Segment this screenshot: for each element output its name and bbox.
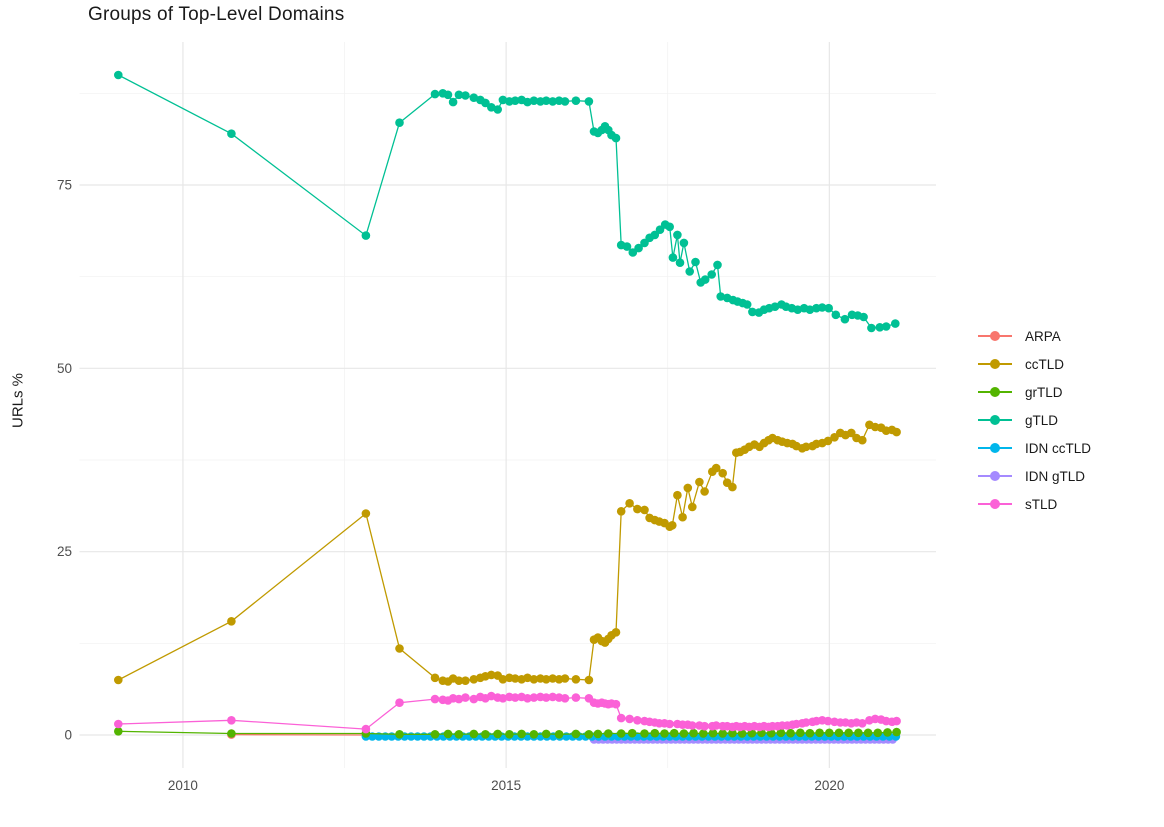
- series-stld: [114, 691, 901, 734]
- legend-item-stld: sTLD: [978, 490, 1091, 518]
- series-grtld: [114, 727, 901, 739]
- legend-item-idn-gtld: IDN gTLD: [978, 462, 1091, 490]
- svg-text:0: 0: [64, 728, 72, 743]
- legend-item-label: sTLD: [1025, 496, 1058, 512]
- legend: ARPA ccTLD grTLD gTLD IDN ccTLD IDN gTLD sTLD: [978, 322, 1091, 518]
- legend-item-cctld: ccTLD: [978, 350, 1091, 378]
- svg-text:50: 50: [57, 361, 72, 376]
- legend-key-icon: [978, 495, 1012, 513]
- legend-item-idn-cctld: IDN ccTLD: [978, 434, 1091, 462]
- svg-text:2020: 2020: [814, 778, 844, 793]
- y-axis-title: URLs %: [9, 373, 27, 429]
- chart-title: Groups of Top-Level Domains: [88, 4, 345, 25]
- svg-text:2015: 2015: [491, 778, 521, 793]
- series-cctld: [114, 420, 901, 686]
- legend-key-icon: [978, 439, 1012, 457]
- gridlines: [79, 42, 936, 768]
- axis-tick-labels: 0 25 50 75 2010 2015 2020: [57, 178, 844, 794]
- legend-key-icon: [978, 383, 1012, 401]
- svg-text:75: 75: [57, 178, 72, 193]
- legend-item-label: ARPA: [1025, 328, 1061, 344]
- legend-item-arpa: ARPA: [978, 322, 1091, 350]
- legend-item-label: IDN ccTLD: [1025, 440, 1092, 456]
- series-gtld: [114, 70, 900, 333]
- legend-item-grtld: grTLD: [978, 378, 1091, 406]
- svg-text:2010: 2010: [168, 778, 198, 793]
- legend-item-label: IDN gTLD: [1025, 468, 1086, 484]
- legend-key-icon: [978, 411, 1012, 429]
- series-arpa: [227, 730, 371, 740]
- svg-text:25: 25: [57, 544, 72, 559]
- legend-key-icon: [978, 355, 1012, 373]
- legend-key-icon: [978, 467, 1012, 485]
- legend-item-gtld: gTLD: [978, 406, 1091, 434]
- legend-item-label: gTLD: [1025, 412, 1059, 428]
- legend-key-icon: [978, 327, 1012, 345]
- legend-item-label: ccTLD: [1025, 356, 1065, 372]
- legend-item-label: grTLD: [1025, 384, 1063, 400]
